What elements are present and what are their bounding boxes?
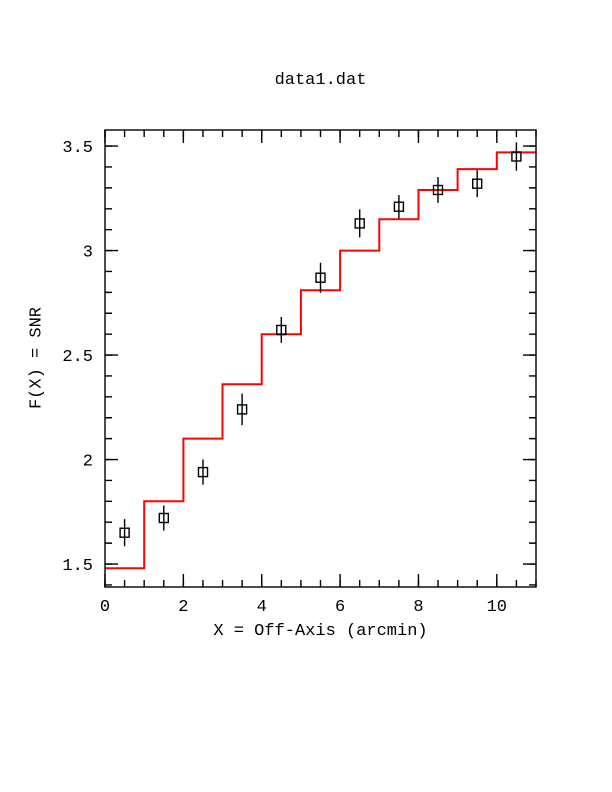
- x-tick-label: 2: [178, 598, 188, 617]
- data-point-marker: [354, 218, 365, 229]
- y-axis-title: F(X) = SNR: [27, 306, 47, 410]
- tick-labels: 0 2 4 6 8 10 1.5 2 2.5 3 3.5: [62, 139, 507, 617]
- axis-ticks: [104, 130, 537, 587]
- model-step-line: [105, 151, 536, 570]
- x-tick-label: 4: [257, 598, 267, 617]
- data-point-marker: [393, 201, 405, 212]
- minor-ticks: [104, 130, 537, 587]
- x-tick-label: 8: [413, 598, 423, 617]
- y-tick-label: 2: [83, 453, 93, 472]
- x-axis-title: X = Off-Axis (arcmin): [213, 622, 428, 641]
- chart-title: data1.dat: [274, 71, 367, 90]
- data-point-marker: [276, 324, 287, 336]
- data-point-marker: [511, 151, 522, 162]
- y-tick-label: 3.5: [62, 139, 93, 158]
- x-tick-label: 10: [487, 598, 507, 617]
- data-point-marker: [432, 184, 444, 196]
- x-tick-label: 0: [100, 598, 110, 617]
- data-point-marker: [197, 466, 209, 478]
- data-series: [119, 142, 522, 547]
- data-point-marker: [472, 178, 483, 189]
- data-point-marker: [315, 272, 326, 283]
- data-point-marker: [236, 404, 248, 415]
- y-tick-label: 1.5: [62, 557, 93, 576]
- x-tick-label: 6: [335, 598, 345, 617]
- data-point-marker: [158, 512, 170, 524]
- y-tick-label: 3: [83, 244, 93, 263]
- y-tick-label: 2.5: [62, 348, 93, 367]
- major-ticks: [104, 130, 536, 587]
- plot-frame: [104, 129, 537, 588]
- data-point-marker: [119, 527, 130, 538]
